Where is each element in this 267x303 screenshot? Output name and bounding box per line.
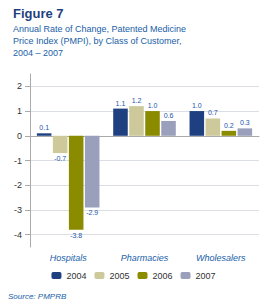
svg-text:0.6: 0.6 <box>164 112 174 119</box>
svg-text:1.2: 1.2 <box>132 97 142 104</box>
svg-text:1.0: 1.0 <box>192 102 202 109</box>
svg-text:-2.9: -2.9 <box>86 209 98 216</box>
svg-text:-4: -4 <box>14 230 22 240</box>
svg-text:Wholesalers: Wholesalers <box>196 253 246 263</box>
svg-text:-0.7: -0.7 <box>54 155 66 162</box>
svg-text:2: 2 <box>17 81 22 91</box>
svg-text:2004 – 2007: 2004 – 2007 <box>13 48 63 58</box>
svg-text:Pharmacies: Pharmacies <box>121 253 169 263</box>
svg-text:1.1: 1.1 <box>116 100 126 107</box>
svg-text:0.7: 0.7 <box>208 109 218 116</box>
svg-text:0.2: 0.2 <box>224 122 234 129</box>
svg-text:0.3: 0.3 <box>240 119 250 126</box>
svg-text:-3: -3 <box>14 205 22 215</box>
svg-text:Figure 7: Figure 7 <box>13 6 64 21</box>
svg-text:2005: 2005 <box>109 271 129 281</box>
svg-text:0.1: 0.1 <box>39 124 49 131</box>
svg-text:-3.8: -3.8 <box>70 232 82 239</box>
svg-text:-1: -1 <box>14 156 22 166</box>
svg-text:2007: 2007 <box>196 271 216 281</box>
svg-text:Annual Rate of Change, Patente: Annual Rate of Change, Patented Medicine <box>13 24 186 34</box>
svg-text:2006: 2006 <box>153 271 173 281</box>
svg-text:Hospitals: Hospitals <box>50 253 88 263</box>
svg-text:1: 1 <box>17 106 22 116</box>
svg-text:-2: -2 <box>14 180 22 190</box>
svg-text:0: 0 <box>17 131 22 141</box>
svg-text:1.0: 1.0 <box>148 102 158 109</box>
svg-text:Price Index (PMPI), by Class o: Price Index (PMPI), by Class of Customer… <box>13 36 182 46</box>
svg-text:2004: 2004 <box>66 271 86 281</box>
svg-text:Source: PMPRB: Source: PMPRB <box>8 292 67 301</box>
